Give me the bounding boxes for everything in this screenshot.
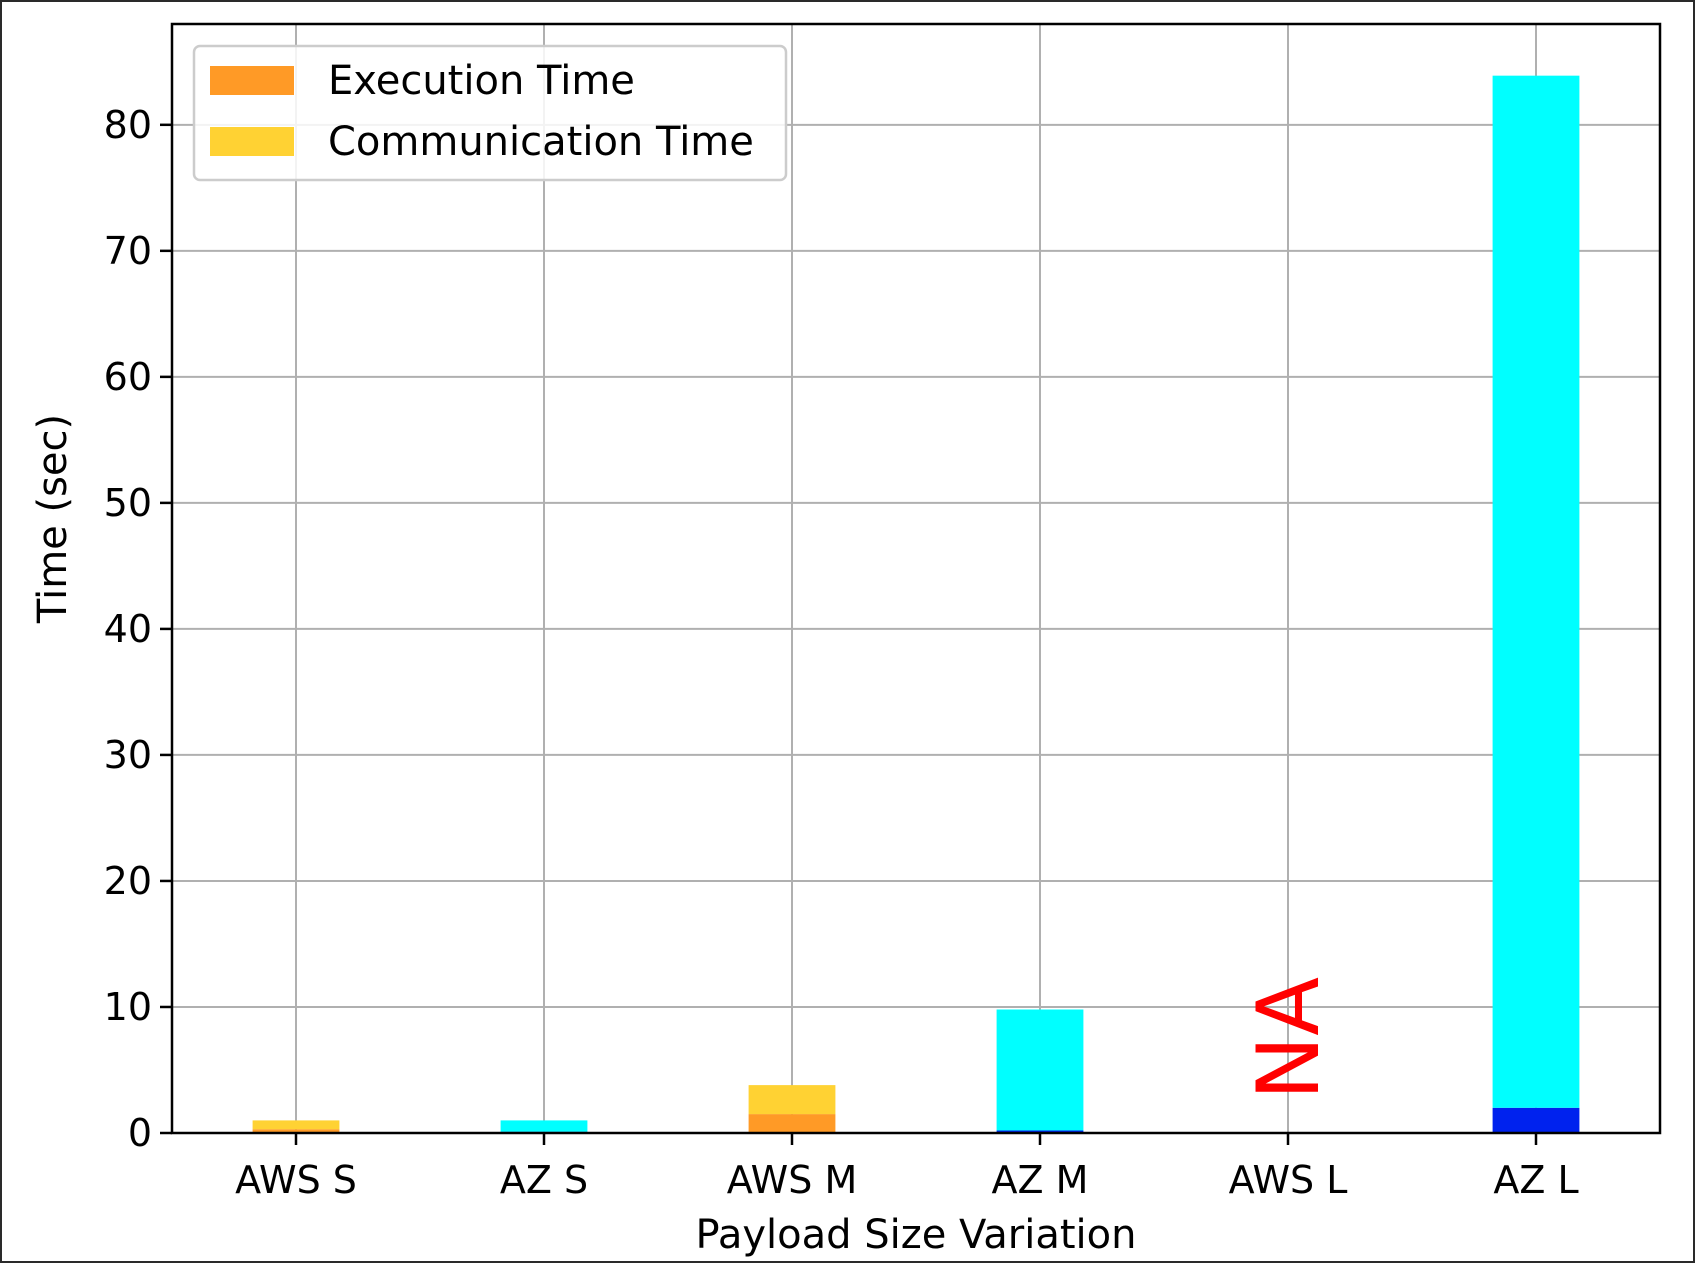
y-tick-label: 70 [104,229,152,273]
plot-area-frame [170,22,1662,1135]
grid-lines [172,24,1660,1134]
x-axis-ticks: AWS S AZ S AWS M AZ M AWS L AZ L [235,1133,1579,1202]
y-tick-label: 60 [104,355,152,399]
x-tick-label-aws-s: AWS S [235,1158,357,1202]
legend: Execution Time Communication Time [192,44,788,182]
x-tick-label-az-m: AZ M [992,1158,1089,1202]
y-tick-label: 20 [104,859,152,903]
legend-entry-execution-time: Execution Time [328,58,635,104]
x-tick-label-aws-l: AWS L [1229,1158,1348,1202]
legend-entry-communication-time: Communication Time [328,119,754,165]
bar-az-m-execution-time [996,1130,1084,1133]
bar-az-m-communication-time [996,1009,1084,1131]
bars [252,75,1580,1133]
bar-az-l-communication-time [1492,75,1580,1108]
y-tick-label: 50 [104,481,152,525]
x-tick-label-aws-m: AWS M [727,1158,857,1202]
bar-az-s-communication-time [500,1120,588,1132]
annotation-aws-l: NA [1239,977,1339,1100]
y-tick-label: 0 [128,1111,152,1155]
bar-aws-m-execution-time [748,1114,836,1133]
legend-swatch-execution-time [210,66,294,95]
y-tick-label: 40 [104,607,152,651]
legend-box [192,44,788,182]
bar-aws-s-execution-time [252,1129,340,1133]
bar-aws-m-communication-time [748,1085,836,1115]
y-axis-label: Time (sec) [30,414,76,624]
y-axis-ticks: 0 10 20 30 40 50 60 70 80 [104,103,172,1155]
x-axis-label: Payload Size Variation [696,1212,1137,1258]
x-tick-label-az-s: AZ S [500,1158,588,1202]
annotations: NA [1239,977,1339,1100]
y-tick-label: 80 [104,103,152,147]
bar-aws-s-communication-time [252,1120,340,1130]
bar-az-l-execution-time [1492,1107,1580,1133]
legend-swatch-communication-time [210,127,294,156]
x-tick-label-az-l: AZ L [1493,1158,1578,1202]
y-tick-label: 30 [104,733,152,777]
y-tick-label: 10 [104,985,152,1029]
